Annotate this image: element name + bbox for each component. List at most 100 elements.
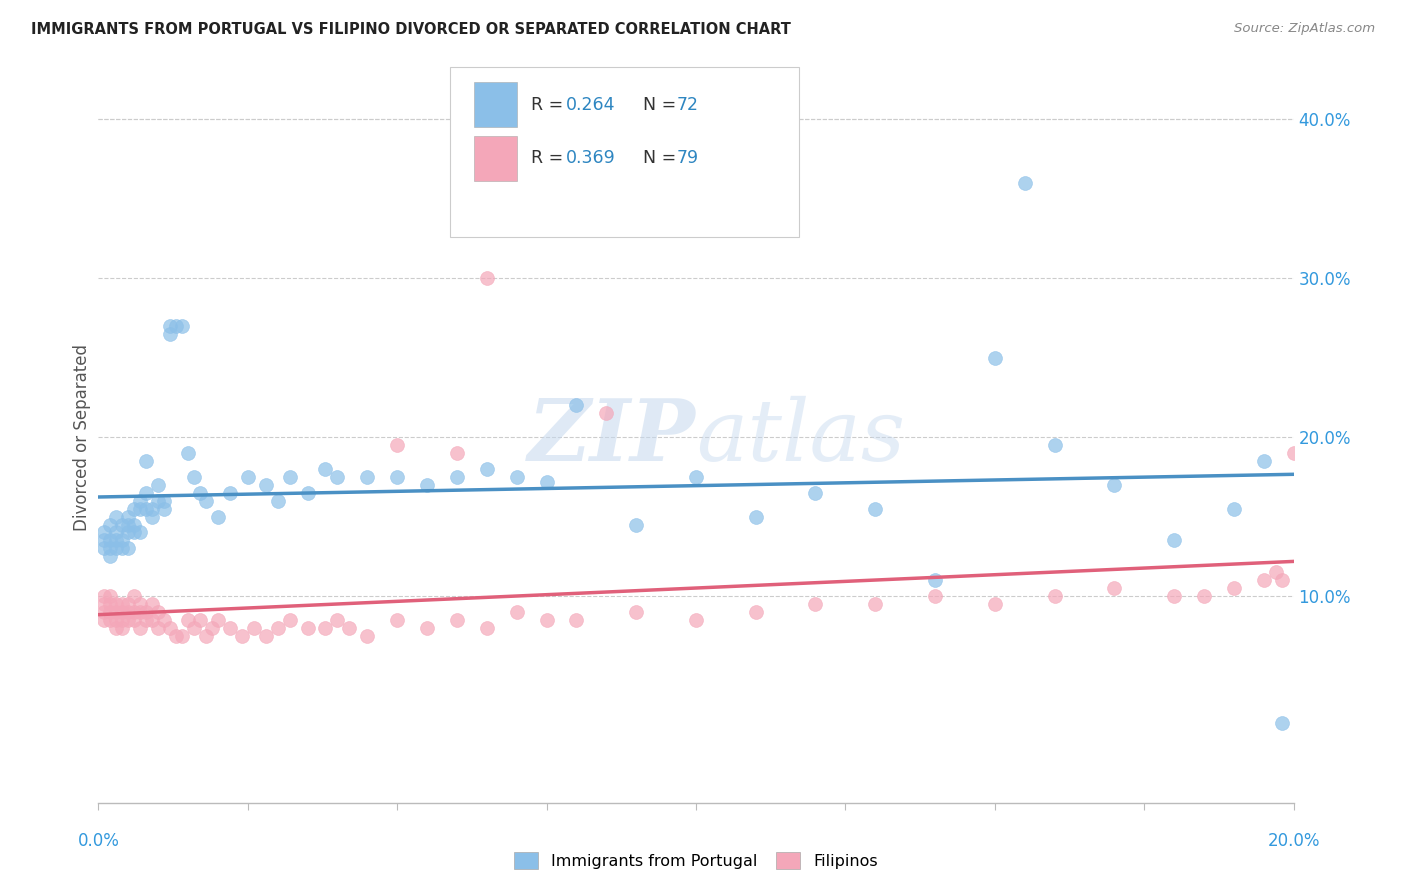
Point [1264, 566, 1286, 580]
Point [745, 605, 768, 619]
Point [111, 597, 134, 611]
Point [745, 509, 768, 524]
Point [129, 501, 152, 516]
Point [124, 501, 146, 516]
Text: 20.0%: 20.0% [1267, 832, 1320, 850]
Point [506, 605, 529, 619]
Point [117, 541, 139, 556]
Point [254, 629, 277, 643]
Point [124, 605, 146, 619]
Text: N =: N = [644, 149, 682, 167]
Point [98, 549, 122, 564]
Point [1014, 176, 1036, 190]
Point [141, 613, 163, 627]
Point [105, 597, 128, 611]
Point [135, 501, 157, 516]
Point [129, 621, 152, 635]
Point [105, 613, 128, 627]
Point [1271, 573, 1294, 587]
Point [865, 501, 887, 516]
Point [475, 271, 498, 285]
Point [565, 398, 588, 412]
Point [111, 621, 134, 635]
Point [129, 493, 152, 508]
Point [219, 485, 242, 500]
Point [385, 470, 409, 484]
Point [924, 589, 946, 603]
Point [326, 470, 349, 484]
Text: R =: R = [531, 95, 568, 113]
Point [117, 509, 139, 524]
Text: atlas: atlas [696, 396, 905, 478]
Text: N =: N = [644, 95, 682, 113]
Point [536, 613, 558, 627]
Point [536, 475, 558, 489]
Point [315, 621, 337, 635]
Point [98, 605, 122, 619]
Point [315, 462, 337, 476]
Point [153, 501, 176, 516]
Legend: Immigrants from Portugal, Filipinos: Immigrants from Portugal, Filipinos [508, 846, 884, 875]
Text: 0.264: 0.264 [567, 95, 616, 113]
Point [93, 613, 115, 627]
Point [1253, 454, 1275, 468]
Text: IMMIGRANTS FROM PORTUGAL VS FILIPINO DIVORCED OR SEPARATED CORRELATION CHART: IMMIGRANTS FROM PORTUGAL VS FILIPINO DIV… [31, 22, 790, 37]
Text: 0.369: 0.369 [567, 149, 616, 167]
Point [565, 613, 588, 627]
Point [105, 533, 128, 548]
Point [1163, 589, 1185, 603]
Point [98, 533, 122, 548]
Point [105, 525, 128, 540]
Point [159, 318, 181, 333]
Point [231, 629, 253, 643]
Point [626, 517, 648, 532]
Point [117, 605, 139, 619]
Point [135, 605, 157, 619]
Point [254, 477, 277, 491]
Point [148, 621, 170, 635]
Text: 72: 72 [678, 95, 699, 113]
Point [177, 446, 200, 460]
Point [1282, 446, 1305, 460]
Point [1104, 581, 1126, 595]
Point [865, 597, 887, 611]
Point [111, 613, 134, 627]
Y-axis label: Divorced or Separated: Divorced or Separated [73, 343, 91, 531]
Point [1043, 589, 1066, 603]
Point [984, 597, 1007, 611]
Point [1271, 716, 1294, 731]
Point [124, 517, 146, 532]
Point [117, 517, 139, 532]
Point [111, 533, 134, 548]
Point [111, 541, 134, 556]
Text: ZIP: ZIP [529, 395, 696, 479]
Point [105, 541, 128, 556]
Point [207, 613, 229, 627]
Point [159, 621, 181, 635]
Point [141, 509, 163, 524]
Point [93, 605, 115, 619]
Point [1043, 438, 1066, 452]
Point [984, 351, 1007, 365]
Point [267, 493, 290, 508]
Point [416, 477, 439, 491]
Point [124, 525, 146, 540]
Text: 79: 79 [678, 149, 699, 167]
Point [188, 613, 211, 627]
Point [1104, 477, 1126, 491]
Text: Source: ZipAtlas.com: Source: ZipAtlas.com [1234, 22, 1375, 36]
Point [385, 613, 409, 627]
Point [93, 541, 115, 556]
Point [111, 605, 134, 619]
Point [183, 621, 205, 635]
Point [201, 621, 224, 635]
Point [236, 470, 259, 484]
Point [356, 629, 378, 643]
Point [129, 605, 152, 619]
Point [207, 509, 229, 524]
Point [93, 589, 115, 603]
Point [1223, 581, 1246, 595]
Point [339, 621, 361, 635]
Point [297, 621, 319, 635]
Point [148, 477, 170, 491]
